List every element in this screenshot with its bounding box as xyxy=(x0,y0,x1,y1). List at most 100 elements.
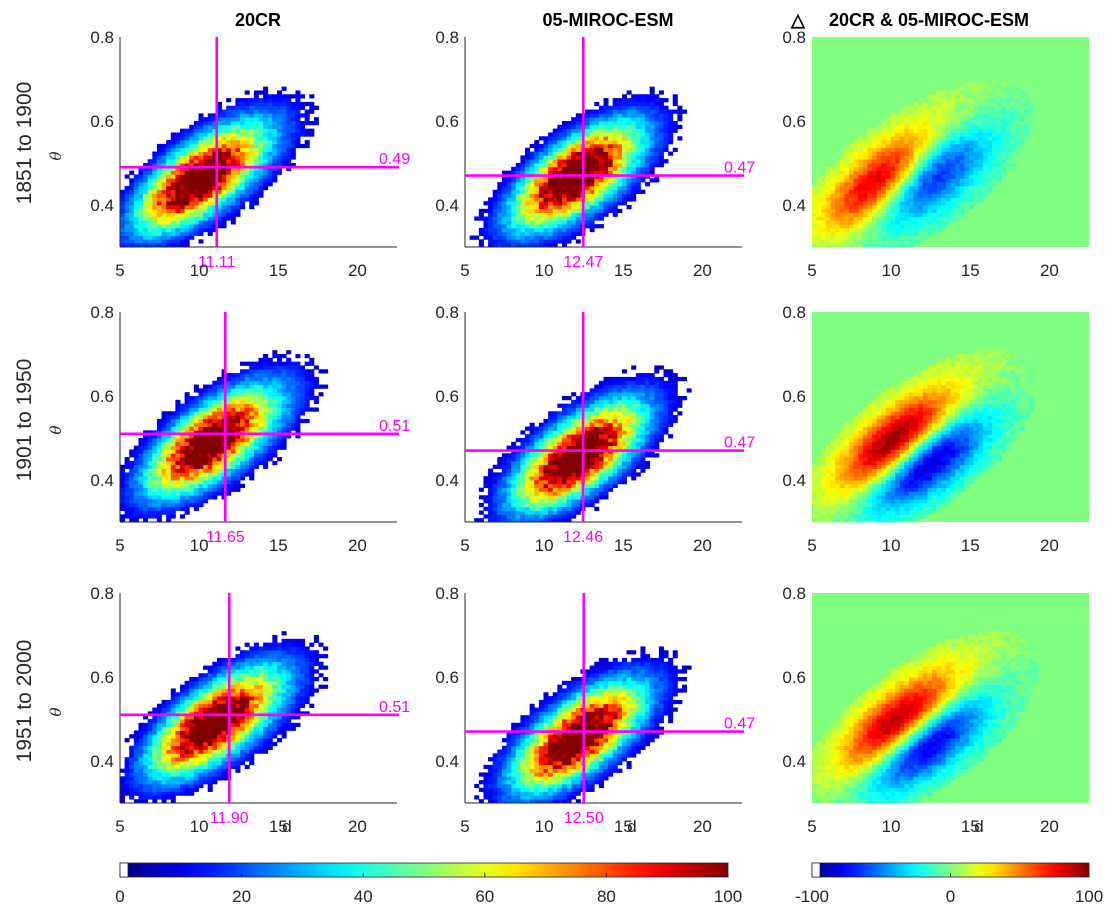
density-cell xyxy=(585,212,591,217)
density-cell xyxy=(548,502,554,508)
density-cell xyxy=(295,380,301,385)
density-cell xyxy=(263,445,269,450)
density-cell xyxy=(161,159,167,164)
density-cell xyxy=(207,438,213,443)
density-cell xyxy=(166,468,172,473)
density-cell xyxy=(253,90,259,95)
density-cell xyxy=(226,464,232,469)
diff-cell xyxy=(1005,94,1011,99)
density-cell xyxy=(571,201,577,206)
density-cell xyxy=(193,495,199,500)
density-cell xyxy=(525,235,531,240)
diff-cell xyxy=(973,109,979,114)
density-cell xyxy=(152,212,158,217)
density-cell xyxy=(304,384,310,389)
density-cell xyxy=(249,151,255,156)
density-cell xyxy=(212,170,218,175)
density-cell xyxy=(212,464,218,469)
diff-cell xyxy=(913,166,919,172)
density-cell xyxy=(281,109,287,114)
density-cell xyxy=(575,185,581,191)
density-cell xyxy=(184,201,190,206)
density-cell xyxy=(626,197,632,202)
density-cell xyxy=(575,166,581,172)
density-cell xyxy=(138,495,144,500)
density-cell xyxy=(253,185,259,191)
diff-cell xyxy=(908,117,914,122)
density-cell xyxy=(603,151,609,156)
diff-cell xyxy=(848,197,854,202)
density-cell xyxy=(640,113,646,118)
density-cell xyxy=(263,399,269,405)
diff-cell xyxy=(876,170,882,175)
density-cell xyxy=(566,235,572,240)
density-cell xyxy=(492,483,498,489)
density-cell xyxy=(249,441,255,447)
density-cell xyxy=(267,438,273,443)
density-cell xyxy=(207,384,213,389)
density-cell xyxy=(529,216,535,221)
diff-cell xyxy=(987,174,993,179)
density-cell xyxy=(575,163,581,168)
density-cell xyxy=(207,487,213,492)
density-cell xyxy=(511,185,517,191)
diff-cell xyxy=(922,98,928,103)
density-cell xyxy=(263,113,269,118)
diff-cell xyxy=(835,197,841,202)
density-cell xyxy=(608,136,614,141)
diff-cell xyxy=(959,132,965,137)
density-cell xyxy=(249,445,255,450)
diff-cell xyxy=(955,151,961,156)
diff-cell xyxy=(876,151,882,156)
density-cell xyxy=(645,136,651,141)
density-cell xyxy=(152,189,158,194)
density-cell xyxy=(244,109,250,114)
mean-theta-label: 0.47 xyxy=(724,160,755,177)
density-cell xyxy=(212,384,218,389)
density-cell xyxy=(543,438,549,443)
diff-cell xyxy=(908,105,914,110)
density-cell xyxy=(216,449,222,454)
density-cell xyxy=(156,506,162,511)
density-cell xyxy=(230,166,236,172)
density-cell xyxy=(566,159,572,164)
density-cell xyxy=(263,376,269,382)
density-cell xyxy=(589,147,595,152)
diff-cell xyxy=(839,227,845,233)
density-cell xyxy=(309,376,315,382)
density-cell xyxy=(515,182,521,187)
density-cell xyxy=(152,441,158,447)
density-cell xyxy=(203,483,209,489)
density-cell xyxy=(120,464,126,469)
density-cell xyxy=(309,101,315,107)
density-cell xyxy=(207,197,213,202)
diff-cell xyxy=(867,193,873,198)
diff-cell xyxy=(959,170,965,175)
density-cell xyxy=(575,124,581,130)
y-tick-label: 0.4 xyxy=(435,196,459,215)
density-cell xyxy=(649,90,655,95)
diff-cell xyxy=(964,86,970,91)
density-cell xyxy=(170,170,176,175)
density-cell xyxy=(608,170,614,175)
diff-cell xyxy=(996,170,1002,175)
diff-cell xyxy=(1005,90,1011,95)
diff-cell xyxy=(908,193,914,198)
density-cell xyxy=(263,460,269,466)
density-cell xyxy=(645,147,651,152)
density-cell xyxy=(216,445,222,450)
diff-cell xyxy=(955,132,961,137)
density-cell xyxy=(538,182,544,187)
density-cell xyxy=(594,182,600,187)
diff-cell xyxy=(913,205,919,210)
density-cell xyxy=(575,205,581,210)
diff-cell xyxy=(867,182,873,187)
density-cell xyxy=(161,170,167,175)
density-cell xyxy=(147,434,153,439)
density-cell xyxy=(198,426,204,431)
density-cell xyxy=(548,483,554,489)
density-cell xyxy=(538,208,544,214)
diff-cell xyxy=(872,128,878,133)
density-cell xyxy=(170,502,176,508)
